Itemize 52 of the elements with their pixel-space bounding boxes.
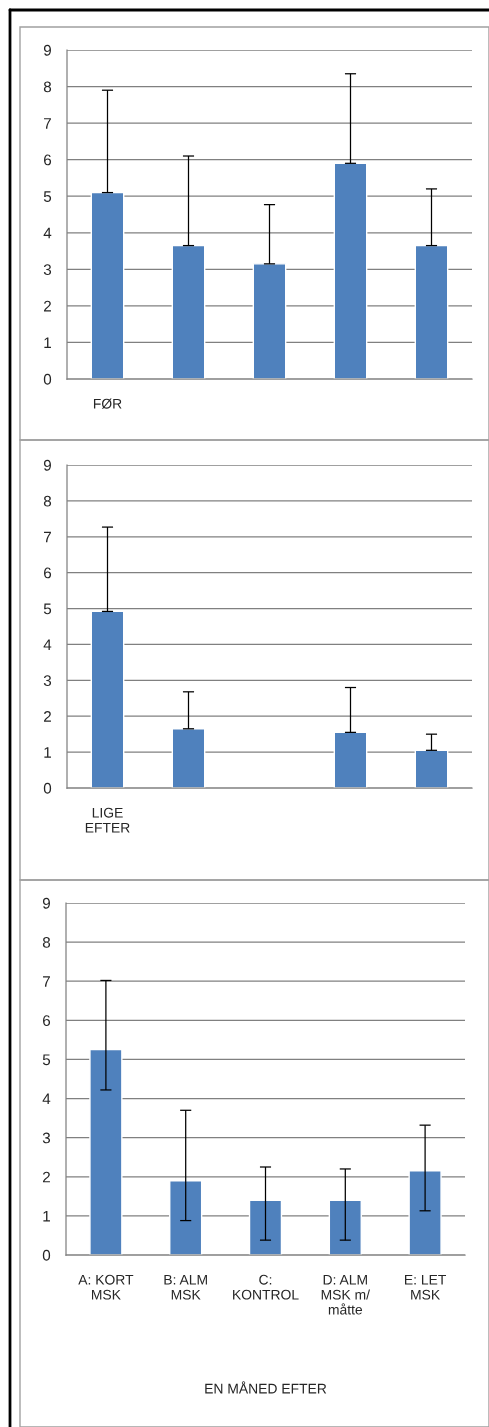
y-tick-label: 8 xyxy=(43,495,52,507)
x-tick-label: A: KORT MSK xyxy=(78,1274,134,1300)
y-tick-label: 4 xyxy=(42,1093,51,1105)
x-tick-label: FØR xyxy=(93,398,122,409)
y-tick-label: 7 xyxy=(44,531,51,543)
x-tick-label: C: KONTROL xyxy=(233,1274,299,1300)
bar xyxy=(252,263,287,379)
y-tick-label: 7 xyxy=(44,118,51,129)
bar xyxy=(90,610,125,788)
y-tick-label: 0 xyxy=(43,782,52,794)
bar xyxy=(328,1199,362,1255)
y-tick-label: 8 xyxy=(43,81,52,93)
y-tick-label: 3 xyxy=(42,1132,51,1144)
y-tick-label: 7 xyxy=(43,976,50,987)
y-tick-label: 2 xyxy=(44,711,51,722)
bar xyxy=(248,1199,283,1255)
y-tick-label: 8 xyxy=(42,936,51,948)
y-tick-label: 6 xyxy=(44,154,52,166)
y-tick-label: 1 xyxy=(44,747,51,758)
y-tick-label: 9 xyxy=(42,897,50,909)
x-tick-label: LIGE EFTER xyxy=(85,807,130,833)
bar xyxy=(90,191,125,379)
x-tick-label: E: LET MSK xyxy=(405,1274,447,1300)
y-tick-label: 6 xyxy=(44,567,52,579)
y-tick-label: 9 xyxy=(43,44,51,56)
y-tick-label: 4 xyxy=(43,227,52,239)
bar xyxy=(408,1170,442,1255)
bar xyxy=(333,731,368,788)
y-tick-label: 0 xyxy=(42,1249,51,1261)
y-tick-label: 9 xyxy=(43,459,51,471)
y-tick-label: 1 xyxy=(43,1210,50,1222)
y-tick-label: 2 xyxy=(44,300,51,312)
y-tick-label: 5 xyxy=(43,191,52,202)
bar xyxy=(169,1179,203,1255)
bar xyxy=(171,244,206,379)
y-tick-label: 0 xyxy=(43,373,52,385)
bar xyxy=(414,244,449,379)
bar xyxy=(89,1048,123,1255)
y-tick-label: 4 xyxy=(43,639,52,650)
y-tick-label: 6 xyxy=(43,1015,51,1027)
y-tick-label: 3 xyxy=(43,264,52,276)
bar xyxy=(333,162,368,379)
y-tick-label: 3 xyxy=(43,675,52,687)
y-tick-label: 5 xyxy=(42,1054,51,1066)
bar xyxy=(414,749,449,788)
x-tick-label: D: ALM MSK m/ måtte xyxy=(321,1274,370,1315)
bar xyxy=(171,728,206,788)
y-tick-label: 5 xyxy=(43,603,52,615)
y-tick-label: 1 xyxy=(44,337,51,348)
x-tick-label: B: ALM MSK xyxy=(164,1274,207,1300)
x-axis-title: EN MÅNED EFTER xyxy=(205,1381,327,1394)
y-tick-label: 2 xyxy=(43,1171,50,1183)
